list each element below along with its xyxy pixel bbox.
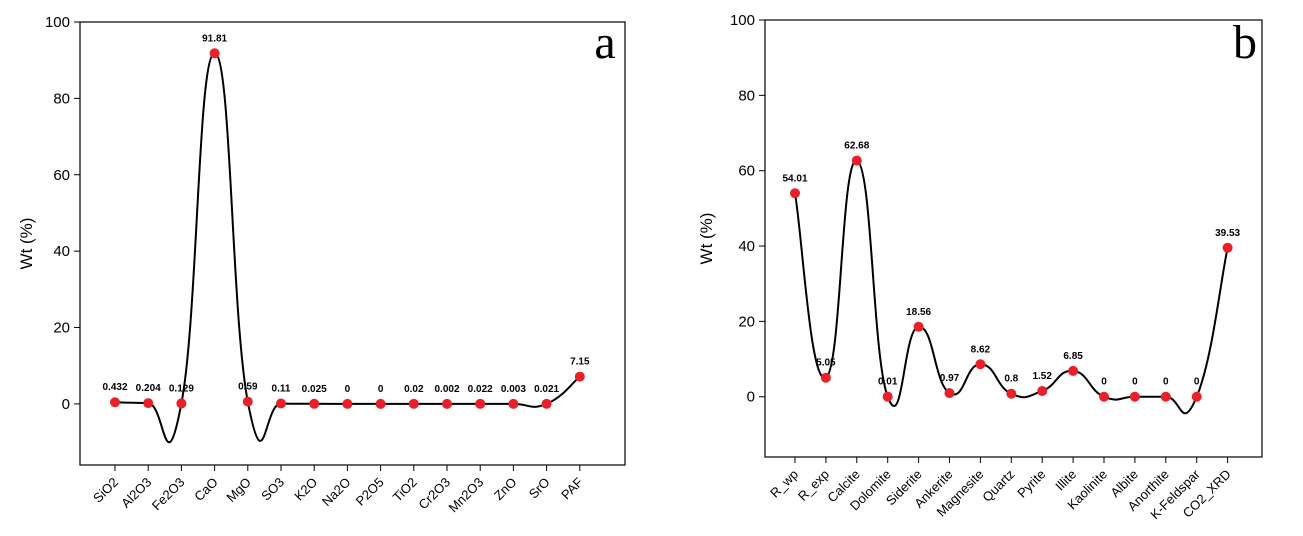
y-tick-label: 60: [53, 167, 70, 184]
plot-frame: [79, 21, 626, 466]
value-label: 0: [345, 384, 351, 395]
x-tick-label: Al2O3: [118, 475, 154, 511]
x-tick-label: Pyrite: [1014, 467, 1048, 501]
value-label: 0.02: [404, 384, 424, 395]
value-label: 8.62: [971, 344, 991, 355]
data-point: [209, 48, 220, 59]
y-tick-label: 80: [738, 87, 755, 104]
series-line: [794, 159, 1229, 415]
x-tick-label: Mn2O3: [446, 475, 487, 516]
value-label: 6.85: [1063, 351, 1083, 362]
x-tick-label: SiO2: [90, 475, 121, 506]
data-point: [242, 396, 253, 407]
value-label: 0.021: [534, 384, 559, 395]
data-point: [475, 398, 486, 409]
value-label: 91.81: [202, 33, 227, 44]
x-tick-label: MgO: [223, 475, 254, 506]
x-tick-label: K2O: [291, 475, 320, 504]
value-label: 0: [1163, 377, 1169, 388]
x-tick-label: SO3: [258, 475, 287, 504]
value-label: 7.15: [570, 357, 590, 368]
data-point: [1068, 365, 1079, 376]
y-tick-label: 100: [730, 12, 755, 29]
data-point: [143, 398, 154, 409]
data-point: [851, 155, 862, 166]
y-tick-label: 80: [53, 90, 70, 107]
value-label: 0.11: [272, 383, 291, 394]
data-point: [820, 372, 831, 383]
plot-frame: [764, 19, 1263, 458]
value-label: 0: [378, 384, 384, 395]
value-label: 0: [1132, 377, 1138, 388]
y-axis-label: Wt (%): [17, 218, 36, 270]
y-tick-label: 40: [738, 238, 755, 255]
data-point: [1006, 388, 1017, 399]
x-tick-label: TiO2: [390, 475, 420, 505]
data-point: [975, 359, 986, 370]
data-point: [276, 398, 286, 409]
y-tick-label: 0: [747, 389, 755, 406]
data-point: [1191, 391, 1202, 402]
y-tick-label: 60: [738, 163, 755, 180]
y-tick-label: 0: [62, 396, 70, 413]
panel-label: b: [1233, 16, 1257, 69]
value-label: 0.97: [940, 373, 960, 384]
value-label: 0.022: [468, 384, 493, 395]
value-label: 0.002: [434, 384, 459, 395]
x-tick-label: SrO: [526, 475, 553, 502]
value-label: 5.05: [816, 358, 836, 369]
value-label: 0.025: [302, 384, 327, 395]
value-label: 0: [1194, 377, 1200, 388]
value-label: 0.8: [1004, 374, 1018, 385]
value-label: 0.59: [238, 382, 258, 393]
y-tick-label: 40: [53, 243, 70, 260]
data-point: [1129, 391, 1140, 402]
y-tick-label: 100: [45, 14, 70, 31]
x-tick-label: Na2O: [319, 475, 354, 510]
data-point: [1037, 385, 1048, 396]
data-point: [541, 398, 552, 409]
x-tick-label: Quartz: [979, 467, 1017, 505]
value-label: 0.003: [501, 384, 526, 395]
data-point: [309, 398, 320, 409]
data-point: [176, 398, 187, 409]
value-label: 0: [1101, 377, 1107, 388]
x-tick-label: ZnO: [491, 475, 519, 503]
y-tick-label: 20: [738, 313, 755, 330]
data-point: [508, 398, 519, 409]
data-point: [110, 397, 120, 408]
data-point: [442, 398, 452, 409]
data-point: [375, 398, 386, 409]
data-point: [1099, 391, 1109, 402]
y-axis-label: Wt (%): [697, 213, 716, 265]
data-point: [408, 398, 419, 409]
value-label: 62.68: [844, 141, 869, 152]
data-point: [342, 398, 353, 409]
y-tick-label: 20: [53, 320, 70, 337]
data-point: [1160, 391, 1171, 402]
data-point: [913, 321, 924, 332]
data-point: [790, 188, 800, 199]
value-label: 0.01: [878, 377, 898, 388]
x-tick-label: Illite: [1052, 467, 1079, 494]
data-point: [882, 391, 893, 402]
x-tick-label: P2O5: [353, 475, 387, 509]
value-label: 1.52: [1032, 371, 1052, 382]
value-label: 39.53: [1215, 228, 1240, 239]
value-label: 18.56: [906, 307, 931, 318]
x-tick-label: PAF: [558, 474, 586, 502]
data-point: [944, 388, 955, 399]
data-point: [574, 371, 585, 382]
value-label: 0.432: [102, 382, 127, 393]
x-tick-label: Fe2O3: [149, 475, 188, 514]
value-label: 54.01: [782, 173, 807, 184]
data-point: [1222, 242, 1233, 253]
value-label: 0.129: [169, 383, 194, 394]
value-label: 0.204: [136, 383, 161, 394]
x-tick-label: CaO: [191, 475, 221, 505]
panel-label: a: [594, 16, 615, 69]
